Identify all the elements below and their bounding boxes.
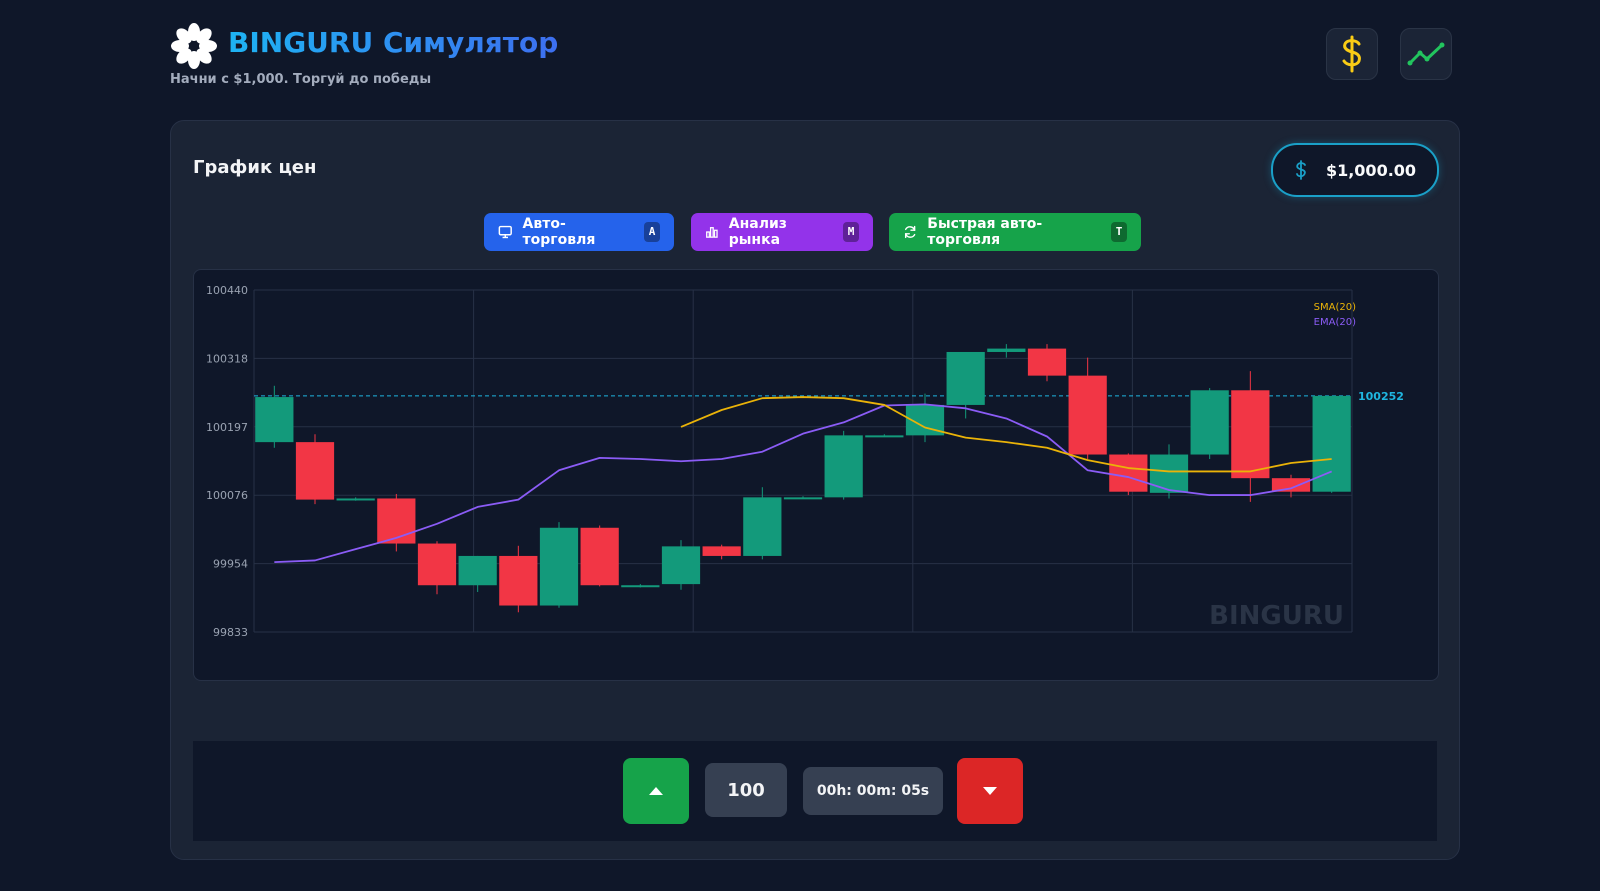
candle-body (417, 543, 457, 586)
y-tick-label: 99833 (213, 626, 248, 639)
candle-body (783, 497, 823, 500)
balance-info-button[interactable] (1326, 28, 1378, 80)
price-chart-panel: График цен $1,000.00 Авто-торговля A Ана… (170, 120, 1460, 860)
dollar-icon (1342, 35, 1361, 73)
trend-chart-icon (1407, 42, 1445, 66)
arrow-down-icon (983, 787, 997, 795)
app-subtitle: Начни с $1,000. Торгуй до победы (170, 72, 432, 87)
candle-body (743, 497, 782, 556)
panel-title: График цен (193, 157, 317, 178)
chart-watermark: BINGURU (1209, 601, 1344, 631)
current-price-label: 100252 (1358, 390, 1404, 403)
auto-trade-hotkey: A (644, 222, 660, 242)
legend-sma: SMA(20) (1314, 302, 1356, 313)
candle-body (621, 585, 660, 588)
trade-amount[interactable]: 100 (705, 763, 787, 817)
trend-chart-button[interactable] (1400, 28, 1452, 80)
sma-line (680, 396, 1332, 473)
candle-body (1068, 375, 1107, 455)
candle-body (1271, 478, 1311, 492)
candle-body (458, 555, 497, 586)
candle-body (824, 435, 863, 498)
candle-body (499, 555, 538, 606)
market-analysis-button[interactable]: Анализ рынка M (691, 213, 873, 251)
candle-body (580, 527, 619, 586)
price-chart[interactable]: 100440 100318 100197 100076 99954 99833 BINGUR… (193, 269, 1439, 681)
y-tick-label: 100197 (206, 421, 248, 434)
header: BINGURU Симулятор Начни с $1,000. Торгуй… (170, 20, 1452, 95)
app-title: BINGURU Симулятор (228, 26, 559, 59)
candle-body (702, 546, 741, 556)
candle-body (1190, 390, 1229, 455)
market-analysis-hotkey: M (843, 222, 859, 242)
y-tick-label: 100076 (206, 489, 248, 502)
candle-body (1109, 454, 1148, 492)
y-tick-label: 99954 (213, 558, 248, 571)
market-analysis-label: Анализ рынка (728, 216, 787, 248)
candlestick-chart[interactable]: 100440 100318 100197 100076 99954 99833 BINGUR… (194, 270, 1438, 680)
y-tick-label: 100440 (206, 284, 248, 297)
flower-logo-icon (171, 23, 217, 69)
candle-body (946, 351, 985, 405)
bar-chart-icon (706, 227, 718, 238)
balance-display: $1,000.00 (1271, 143, 1439, 197)
candle-body (865, 435, 904, 438)
trade-controls: 100 00h: 00m: 05s (193, 741, 1437, 841)
monitor-icon (498, 225, 512, 239)
trade-timer: 00h: 00m: 05s (803, 767, 943, 815)
candle-body (539, 527, 579, 606)
legend-ema: EMA(20) (1314, 317, 1356, 328)
y-tick-label: 100318 (206, 352, 248, 365)
candle-body (987, 348, 1026, 352)
candle-body (255, 397, 294, 443)
candle-body (1231, 390, 1270, 479)
buy-up-button[interactable] (623, 758, 689, 824)
candle-body (1149, 454, 1189, 493)
candle-body (1312, 395, 1351, 492)
refresh-icon (904, 225, 916, 239)
arrow-up-icon (649, 787, 663, 795)
candle-body (377, 498, 416, 544)
balance-value: $1,000.00 (1325, 160, 1417, 180)
candle-body (661, 546, 701, 585)
dollar-icon (1296, 160, 1306, 180)
auto-trade-label: Авто-торговля (522, 216, 596, 248)
fast-auto-trade-label: Быстрая авто-торговля (927, 216, 1043, 248)
candle-body (336, 498, 375, 501)
sell-down-button[interactable] (957, 758, 1023, 824)
ema-line (274, 403, 1333, 564)
candle-body (295, 442, 335, 500)
fast-auto-trade-button[interactable]: Быстрая авто-торговля T (889, 213, 1141, 251)
mode-buttons: Авто-торговля A Анализ рынка M Быстрая а… (171, 213, 1459, 251)
auto-trade-button[interactable]: Авто-торговля A (484, 213, 674, 251)
fast-auto-trade-hotkey: T (1111, 222, 1127, 242)
candle-body (1027, 348, 1067, 376)
